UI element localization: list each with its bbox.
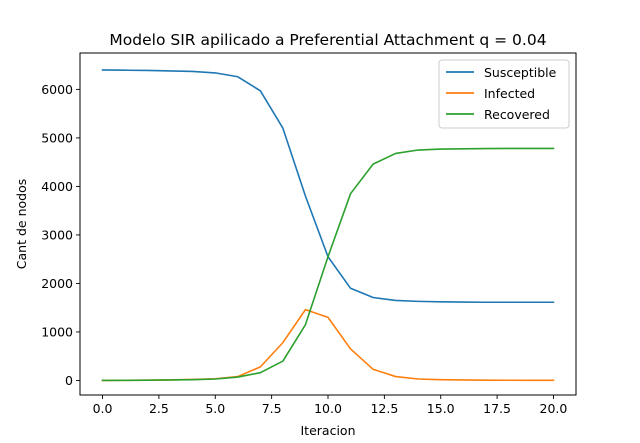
y-tick-label: 4000	[41, 179, 73, 194]
x-tick-label: 20.0	[540, 401, 568, 416]
x-axis-label: Iteracion	[301, 423, 356, 438]
y-tick-label: 2000	[41, 276, 73, 291]
x-tick-label: 12.5	[370, 401, 398, 416]
x-tick-label: 0.0	[93, 401, 113, 416]
x-axis-ticks: 0.0 2.5 5.0 7.5 10.0 12.5 15.0 17.5 20.0	[93, 395, 568, 416]
legend-label-infected: Infected	[484, 86, 535, 101]
y-axis-label: Cant de nodos	[14, 179, 29, 269]
legend: Susceptible Infected Recovered	[438, 59, 570, 129]
y-tick-label: 3000	[41, 227, 73, 242]
x-tick-label: 15.0	[427, 401, 455, 416]
x-tick-label: 5.0	[205, 401, 225, 416]
legend-label-recovered: Recovered	[484, 107, 550, 122]
x-tick-label: 2.5	[149, 401, 169, 416]
legend-box	[438, 59, 570, 129]
chart-title: Modelo SIR apilicado a Preferential Atta…	[109, 31, 546, 49]
series-line-recovered	[101, 147, 555, 382]
x-tick-label: 17.5	[483, 401, 511, 416]
legend-label-susceptible: Susceptible	[484, 65, 557, 80]
x-tick-label: 10.0	[314, 401, 342, 416]
series-layer	[101, 69, 555, 382]
y-tick-label: 1000	[41, 324, 73, 339]
y-tick-label: 6000	[41, 82, 73, 97]
y-axis-ticks: 0 1000 2000 3000 4000 5000 6000	[41, 82, 80, 388]
y-tick-label: 5000	[41, 130, 73, 145]
x-tick-label: 7.5	[262, 401, 282, 416]
y-tick-label: 0	[65, 373, 73, 388]
plot-area: 0.0 2.5 5.0 7.5 10.0 12.5 15.0 17.5 20.0 0 1000 20…	[41, 52, 577, 416]
